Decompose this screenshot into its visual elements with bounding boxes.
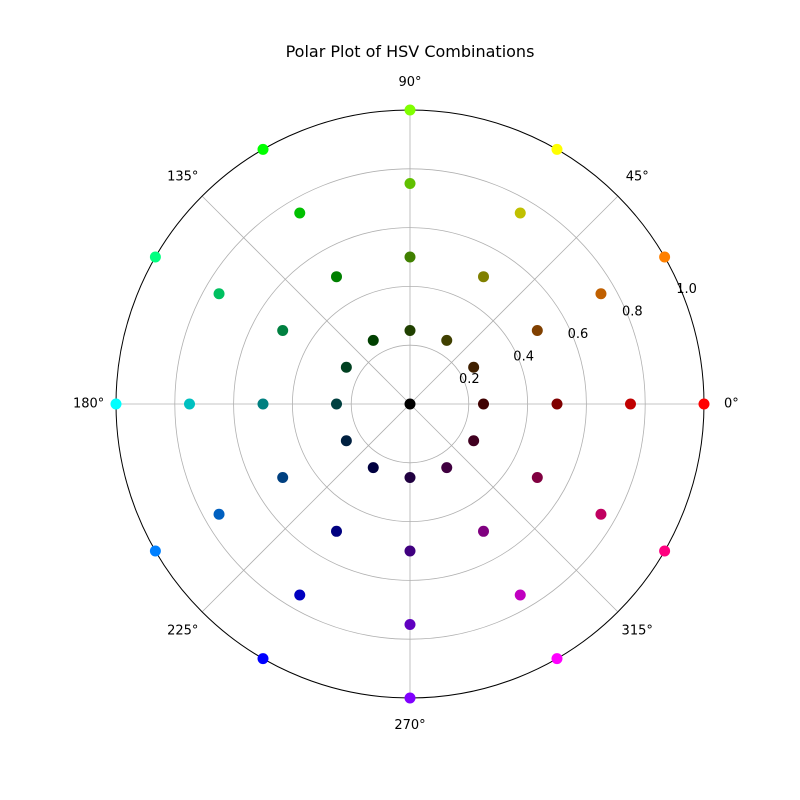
data-point xyxy=(367,334,379,346)
data-point xyxy=(404,619,416,630)
data-point xyxy=(659,251,671,263)
data-point xyxy=(331,525,342,537)
data-point xyxy=(551,653,563,665)
data-points xyxy=(110,104,710,704)
data-point xyxy=(184,398,195,410)
data-point xyxy=(551,143,563,155)
data-point xyxy=(514,207,526,219)
data-point xyxy=(340,361,352,373)
r-tick-label: 1.0 xyxy=(676,282,697,297)
theta-grid-line xyxy=(409,195,619,405)
data-point xyxy=(659,545,671,557)
data-point xyxy=(404,472,416,483)
data-point xyxy=(595,288,607,300)
theta-tick-label: 0° xyxy=(724,397,739,412)
data-point xyxy=(404,692,416,704)
theta-tick-labels: 0° 45° 90° 135° 180° 225° 270° 315° xyxy=(73,75,739,733)
data-point xyxy=(277,472,289,483)
data-point xyxy=(441,462,453,474)
data-point xyxy=(478,398,489,410)
polar-grid xyxy=(116,110,704,698)
data-point xyxy=(404,398,416,410)
theta-tick-label: 45° xyxy=(626,169,649,184)
data-point xyxy=(698,398,710,410)
data-point xyxy=(257,653,269,665)
chart-title: Polar Plot of HSV Combinations xyxy=(286,42,535,61)
theta-grid-line xyxy=(409,403,619,613)
data-point xyxy=(294,207,306,219)
data-point xyxy=(149,545,161,557)
data-point xyxy=(404,325,416,336)
theta-tick-label: 225° xyxy=(167,624,198,639)
data-point xyxy=(213,508,225,520)
data-point xyxy=(514,589,526,601)
theta-tick-label: 270° xyxy=(394,718,425,733)
data-point xyxy=(478,271,489,283)
data-point xyxy=(404,251,416,263)
data-point xyxy=(404,545,416,557)
data-point xyxy=(551,398,563,410)
r-tick-label: 0.8 xyxy=(622,304,643,319)
r-tick-label: 0.6 xyxy=(568,327,589,342)
theta-tick-label: 90° xyxy=(398,75,421,90)
theta-tick-label: 135° xyxy=(167,169,198,184)
data-point xyxy=(595,508,607,520)
data-point xyxy=(277,325,289,336)
data-point xyxy=(367,462,379,474)
data-point xyxy=(441,334,453,346)
data-point xyxy=(468,435,480,447)
data-point xyxy=(404,104,416,116)
data-point xyxy=(149,251,161,263)
r-tick-label: 0.2 xyxy=(459,372,480,387)
data-point xyxy=(110,398,122,410)
r-tick-label: 0.4 xyxy=(513,349,534,364)
r-tick-labels: 0.2 0.4 0.6 0.8 1.0 xyxy=(459,282,697,387)
data-point xyxy=(257,398,269,410)
data-point xyxy=(340,435,352,447)
data-point xyxy=(331,398,342,410)
data-point xyxy=(531,325,543,336)
data-point xyxy=(625,398,636,410)
theta-tick-label: 180° xyxy=(73,397,104,412)
data-point xyxy=(257,143,269,155)
data-point xyxy=(531,472,543,483)
data-point xyxy=(294,589,306,601)
theta-grid-line xyxy=(201,195,411,405)
data-point xyxy=(213,288,225,300)
data-point xyxy=(478,525,489,537)
theta-grid-line xyxy=(201,403,411,613)
data-point xyxy=(331,271,342,283)
data-point xyxy=(468,361,480,373)
theta-tick-label: 315° xyxy=(622,624,653,639)
data-point xyxy=(404,178,416,189)
